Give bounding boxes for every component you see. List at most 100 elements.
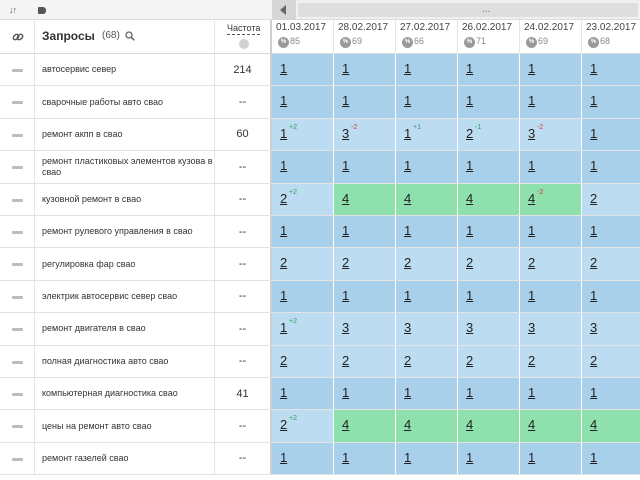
position-cell[interactable]: 1 bbox=[396, 280, 458, 313]
position-cell[interactable]: 1 bbox=[582, 216, 640, 248]
position-cell[interactable]: 4 bbox=[520, 410, 582, 442]
position-value[interactable]: 4 bbox=[342, 417, 350, 433]
position-value[interactable]: 1 bbox=[342, 385, 350, 400]
row-handle[interactable] bbox=[0, 248, 35, 280]
position-value[interactable]: 3 bbox=[528, 125, 536, 141]
row-handle[interactable] bbox=[0, 378, 35, 410]
position-cell[interactable]: 1 bbox=[582, 442, 640, 475]
position-value[interactable]: 1 bbox=[404, 61, 412, 76]
position-cell[interactable]: 1 +2 bbox=[272, 313, 334, 345]
position-cell[interactable]: 1 bbox=[458, 442, 520, 475]
position-cell[interactable]: 1 bbox=[396, 378, 458, 410]
position-cell[interactable]: 1 bbox=[458, 216, 520, 248]
position-cell[interactable]: 1 bbox=[458, 54, 520, 86]
position-value[interactable]: 3 bbox=[342, 125, 350, 141]
position-cell[interactable]: 2 bbox=[582, 183, 640, 215]
position-value[interactable]: 2 bbox=[590, 190, 598, 206]
position-cell[interactable]: 1 bbox=[334, 442, 396, 475]
position-value[interactable]: 2 bbox=[280, 190, 288, 206]
position-value[interactable]: 4 bbox=[404, 417, 412, 433]
position-value[interactable]: 1 bbox=[342, 223, 350, 238]
position-value[interactable]: 1 bbox=[280, 61, 288, 76]
position-cell[interactable]: 2 +2 bbox=[272, 183, 334, 215]
position-value[interactable]: 2 bbox=[590, 352, 598, 368]
position-cell[interactable]: 1 bbox=[582, 378, 640, 410]
position-cell[interactable]: 1 +2 bbox=[272, 118, 334, 151]
position-cell[interactable]: 1 bbox=[396, 54, 458, 86]
position-cell[interactable]: 1 bbox=[582, 54, 640, 86]
row-handle[interactable] bbox=[0, 118, 35, 151]
link-icon[interactable] bbox=[12, 31, 24, 43]
position-value[interactable]: 1 bbox=[280, 385, 288, 400]
position-cell[interactable]: 2 bbox=[520, 248, 582, 280]
position-value[interactable]: 2 bbox=[280, 255, 288, 271]
position-value[interactable]: 3 bbox=[342, 320, 350, 336]
scroll-thumb[interactable]: ... bbox=[298, 3, 638, 17]
position-value[interactable]: 4 bbox=[342, 190, 350, 206]
position-value[interactable]: 1 bbox=[466, 158, 474, 174]
scroll-left-button[interactable] bbox=[272, 0, 296, 20]
position-value[interactable]: 2 bbox=[466, 352, 474, 368]
position-cell[interactable]: 1 bbox=[334, 86, 396, 118]
position-value[interactable]: 1 bbox=[590, 287, 598, 303]
position-cell[interactable]: 1 bbox=[272, 216, 334, 248]
position-cell[interactable]: 1 bbox=[458, 151, 520, 183]
row-handle[interactable] bbox=[0, 183, 35, 215]
position-cell[interactable]: 1 bbox=[272, 86, 334, 118]
position-value[interactable]: 4 bbox=[466, 190, 474, 206]
position-cell[interactable]: 2 +2 bbox=[272, 410, 334, 442]
position-value[interactable]: 4 bbox=[404, 190, 412, 206]
position-cell[interactable]: 1 bbox=[520, 442, 582, 475]
position-cell[interactable]: 1 bbox=[520, 86, 582, 118]
position-value[interactable]: 1 bbox=[280, 320, 288, 336]
position-value[interactable]: 1 bbox=[590, 93, 598, 109]
position-cell[interactable]: 4 bbox=[334, 183, 396, 215]
position-cell[interactable]: 4 bbox=[396, 183, 458, 215]
row-handle[interactable] bbox=[0, 216, 35, 248]
position-cell[interactable]: 2 bbox=[334, 345, 396, 377]
position-cell[interactable]: 2 bbox=[272, 345, 334, 377]
position-cell[interactable]: 4 bbox=[458, 410, 520, 442]
position-cell[interactable]: 1 bbox=[582, 118, 640, 151]
row-handle[interactable] bbox=[0, 442, 35, 475]
position-value[interactable]: 1 bbox=[528, 385, 536, 400]
position-cell[interactable]: 4 bbox=[582, 410, 640, 442]
position-value[interactable]: 1 bbox=[528, 449, 536, 465]
date-column-header[interactable]: 23.02.2017% 68 bbox=[582, 20, 640, 54]
position-value[interactable]: 1 bbox=[404, 385, 412, 400]
row-handle[interactable] bbox=[0, 151, 35, 183]
position-value[interactable]: 3 bbox=[528, 320, 536, 336]
position-value[interactable]: 1 bbox=[404, 223, 412, 238]
position-cell[interactable]: 1 bbox=[334, 280, 396, 313]
position-cell[interactable]: 1 bbox=[272, 54, 334, 86]
date-column-header[interactable]: 26.02.2017% 71 bbox=[458, 20, 520, 54]
date-column-header[interactable]: 27.02.2017% 66 bbox=[396, 20, 458, 54]
position-cell[interactable]: 1 bbox=[582, 151, 640, 183]
date-column-header[interactable]: 28.02.2017% 69 bbox=[334, 20, 396, 54]
position-cell[interactable]: 2 bbox=[582, 248, 640, 280]
position-cell[interactable]: 1 bbox=[272, 280, 334, 313]
position-cell[interactable]: 1 bbox=[582, 280, 640, 313]
position-cell[interactable]: 1 bbox=[582, 86, 640, 118]
position-cell[interactable]: 3 -2 bbox=[334, 118, 396, 151]
position-value[interactable]: 1 bbox=[466, 61, 474, 76]
position-cell[interactable]: 1 bbox=[396, 442, 458, 475]
position-cell[interactable]: 1 bbox=[520, 378, 582, 410]
position-cell[interactable]: 3 bbox=[520, 313, 582, 345]
position-cell[interactable]: 2 bbox=[582, 345, 640, 377]
position-value[interactable]: 4 bbox=[528, 190, 536, 206]
position-cell[interactable]: 1 bbox=[520, 280, 582, 313]
position-value[interactable]: 1 bbox=[342, 287, 350, 303]
header-frequency[interactable]: Частота bbox=[215, 20, 272, 54]
position-value[interactable]: 1 bbox=[590, 158, 598, 174]
position-value[interactable]: 4 bbox=[466, 417, 474, 433]
header-queries[interactable]: Запросы (68) bbox=[35, 20, 215, 54]
position-cell[interactable]: 2 bbox=[396, 248, 458, 280]
position-cell[interactable]: 3 bbox=[458, 313, 520, 345]
position-value[interactable]: 1 bbox=[280, 93, 288, 109]
position-cell[interactable]: 2 -1 bbox=[458, 118, 520, 151]
position-value[interactable]: 2 bbox=[280, 352, 288, 368]
position-cell[interactable]: 1 bbox=[520, 216, 582, 248]
position-cell[interactable]: 4 -2 bbox=[520, 183, 582, 215]
position-value[interactable]: 3 bbox=[404, 320, 412, 336]
